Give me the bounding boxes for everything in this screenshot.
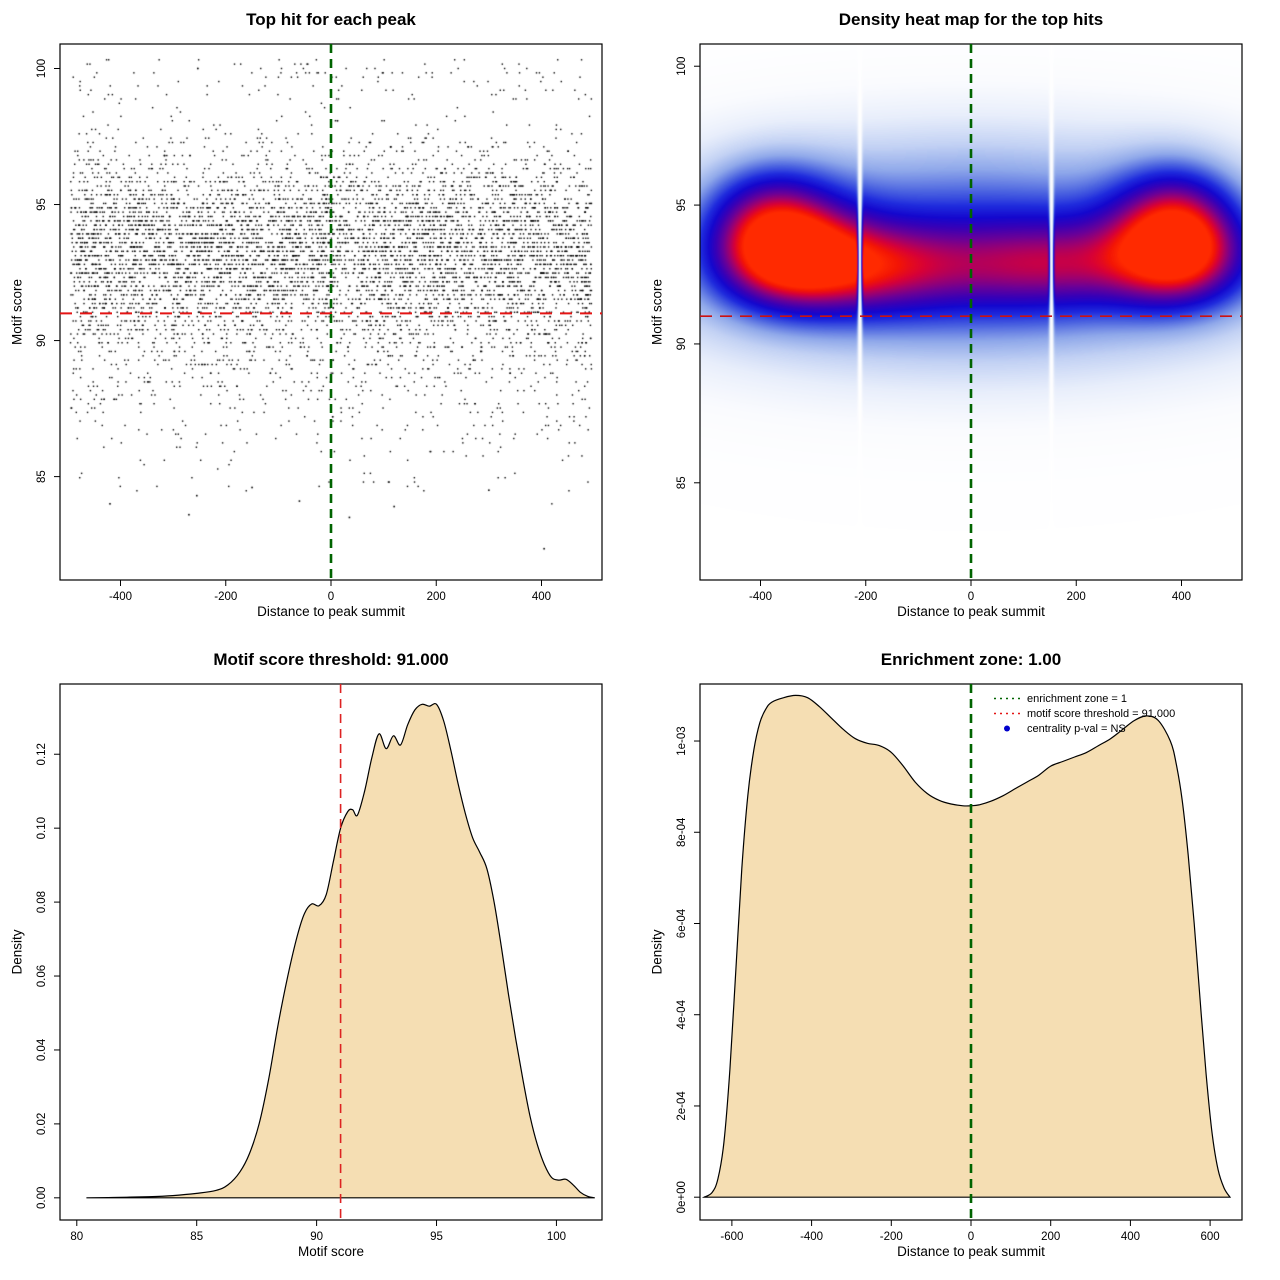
y-axis-label: Density bbox=[649, 929, 665, 975]
x-tick-label: -400 bbox=[109, 591, 132, 603]
density-curve bbox=[701, 694, 1232, 1198]
y-tick-label: 95 bbox=[676, 199, 688, 212]
x-tick-label: 100 bbox=[547, 1231, 566, 1243]
y-tick-label: 90 bbox=[36, 334, 48, 347]
score-density-svg: 80 85 90 95 100 0.00 0.02 0.04 0.06 0.08 0.10 0.12 bbox=[36, 683, 603, 1243]
y-tick-label: 95 bbox=[36, 198, 48, 211]
chart-title: Enrichment zone: 1.00 bbox=[880, 650, 1062, 669]
y-tick-label: 85 bbox=[36, 470, 48, 483]
legend-label: centrality p-val = NS bbox=[1027, 723, 1126, 735]
y-tick-label: 0.02 bbox=[36, 1113, 48, 1135]
y-tick-label: 85 bbox=[676, 476, 688, 489]
x-tick-label: 95 bbox=[430, 1231, 443, 1243]
y-tick-label: 1e-03 bbox=[676, 726, 688, 755]
density-curve bbox=[86, 702, 595, 1199]
x-tick-label: -400 bbox=[749, 591, 772, 603]
y-axis-label: Motif score bbox=[649, 278, 665, 346]
y-tick-label: 4e-04 bbox=[676, 999, 688, 1029]
x-axis-label: Distance to peak summit bbox=[257, 604, 405, 619]
panel-top-hit-scatter: Top hit for each peak -400 -200 0 200 400 85 9… bbox=[0, 0, 640, 640]
x-tick-label: 200 bbox=[1067, 591, 1086, 603]
x-tick-label: 200 bbox=[1041, 1231, 1060, 1243]
legend-label: enrichment zone = 1 bbox=[1027, 693, 1127, 705]
x-tick-label: -200 bbox=[854, 591, 877, 603]
x-tick-label: 400 bbox=[1121, 1231, 1140, 1243]
y-tick-label: 100 bbox=[676, 57, 688, 76]
y-tick-label: 100 bbox=[36, 59, 48, 78]
legend-marker-dot bbox=[1004, 725, 1010, 732]
distance-density-svg: -600 -400 -200 0 200 400 600 0e+00 2e-04 4e-04 6e-… bbox=[676, 683, 1243, 1243]
x-tick-label: -200 bbox=[880, 1231, 903, 1243]
panel-density-heatmap: Density heat map for the top hits -400 -2… bbox=[640, 0, 1280, 640]
y-tick-label: 0.10 bbox=[36, 817, 48, 839]
x-tick-label: -400 bbox=[800, 1231, 823, 1243]
scatter-axes-svg: -400 -200 0 200 400 85 90 95 100 bbox=[36, 43, 603, 603]
x-tick-label: -600 bbox=[720, 1231, 743, 1243]
y-tick-label: 0.04 bbox=[36, 1038, 48, 1061]
x-tick-label: 400 bbox=[532, 591, 551, 603]
y-tick-label: 90 bbox=[676, 338, 688, 351]
plot-frame bbox=[59, 683, 603, 1221]
y-tick-label: 0.06 bbox=[36, 965, 48, 987]
chart-title: Top hit for each peak bbox=[246, 10, 416, 29]
y-tick-label: 0.12 bbox=[36, 743, 48, 765]
x-tick-label: 600 bbox=[1201, 1231, 1220, 1243]
x-tick-label: 400 bbox=[1172, 591, 1191, 603]
y-axis-label: Motif score bbox=[9, 278, 25, 346]
chart-title: Density heat map for the top hits bbox=[838, 10, 1104, 29]
x-tick-label: 90 bbox=[310, 1231, 323, 1243]
x-tick-label: 80 bbox=[70, 1231, 83, 1243]
x-tick-label: 85 bbox=[190, 1231, 203, 1243]
x-tick-label: 200 bbox=[427, 591, 446, 603]
panel-distance-density: Enrichment zone: 1.00 -600 -400 -200 0 200 40… bbox=[640, 640, 1280, 1280]
heatmap-axes-svg: -400 -200 0 200 400 85 90 95 100 bbox=[676, 43, 1243, 603]
y-tick-label: 8e-04 bbox=[676, 817, 688, 847]
x-axis-label: Motif score bbox=[297, 1244, 365, 1259]
y-tick-label: 0e+00 bbox=[676, 1181, 688, 1213]
y-tick-label: 0.08 bbox=[36, 891, 48, 913]
y-axis-label: Density bbox=[9, 929, 25, 975]
x-tick-label: 0 bbox=[328, 591, 334, 603]
legend-label: motif score threshold = 91.000 bbox=[1027, 708, 1175, 720]
y-tick-label: 0.00 bbox=[36, 1187, 48, 1209]
y-tick-label: 6e-04 bbox=[676, 908, 688, 938]
x-tick-label: -200 bbox=[214, 591, 237, 603]
heatmap-canvas bbox=[700, 44, 1242, 580]
chart-title: Motif score threshold: 91.000 bbox=[213, 650, 449, 669]
x-axis-label: Distance to peak summit bbox=[897, 1244, 1045, 1259]
x-tick-label: 0 bbox=[968, 1231, 974, 1243]
scatter-points-canvas bbox=[60, 44, 602, 580]
x-axis-label: Distance to peak summit bbox=[897, 604, 1045, 619]
x-tick-label: 0 bbox=[968, 591, 974, 603]
panel-score-density: Motif score threshold: 91.000 80 85 90 95 10… bbox=[0, 640, 640, 1280]
y-tick-label: 2e-04 bbox=[676, 1091, 688, 1121]
